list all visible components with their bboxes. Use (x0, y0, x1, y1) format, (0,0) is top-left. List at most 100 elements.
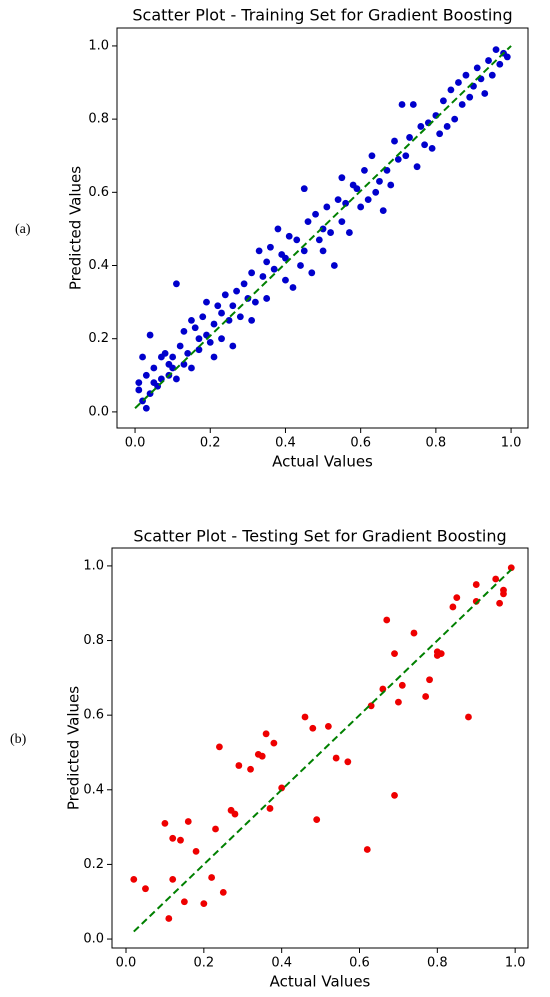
point (344, 758, 352, 766)
x-tick-label: 0.0 (125, 436, 146, 451)
point (449, 603, 457, 611)
y-axis-label: Predicted Values (65, 686, 83, 810)
point (338, 218, 346, 225)
y-tick-label: 0.6 (88, 185, 109, 200)
point (309, 724, 317, 732)
point (410, 629, 418, 637)
point (208, 874, 216, 881)
point (282, 276, 289, 284)
x-tick-label: 0.2 (193, 956, 214, 971)
point (492, 46, 500, 53)
point (327, 229, 334, 236)
point (192, 847, 200, 855)
point (267, 243, 274, 251)
point (135, 386, 143, 394)
x-tick-label: 0.4 (271, 956, 292, 971)
panel-label: (a) (15, 222, 31, 237)
y-tick-label: 0.8 (88, 112, 109, 127)
point (274, 225, 282, 233)
point (379, 207, 387, 215)
point (422, 693, 430, 700)
y-axis-label: Predicted Values (67, 166, 85, 290)
point (372, 188, 380, 196)
point (195, 346, 203, 354)
point (426, 676, 433, 684)
point (361, 166, 368, 174)
point (188, 364, 195, 372)
x-axis-label: Actual Values (272, 453, 373, 471)
point (496, 599, 503, 607)
y-tick-label: 0.8 (83, 633, 104, 648)
point (176, 342, 184, 350)
x-tick-label: 0.4 (275, 436, 296, 451)
plot: (a) Scatter Plot - Training Set for Gradi… (15, 6, 529, 471)
point (270, 265, 278, 273)
point (203, 298, 210, 306)
point (216, 743, 223, 751)
x-axis-label: Actual Values (270, 973, 371, 991)
point (324, 722, 332, 730)
point (248, 317, 256, 324)
point (247, 765, 254, 773)
point (184, 818, 192, 825)
point (439, 97, 447, 105)
y-tick-label: 1.0 (83, 558, 104, 573)
point (231, 810, 239, 818)
point (282, 254, 289, 262)
point (368, 152, 376, 160)
point (146, 331, 154, 339)
chart-title: Scatter Plot - Training Set for Gradient… (132, 6, 512, 25)
point (219, 889, 227, 896)
x-tick-label: 0.2 (200, 436, 221, 451)
x-tick-label: 0.6 (350, 436, 371, 451)
point (363, 846, 371, 853)
point (161, 819, 169, 827)
point (225, 317, 233, 324)
point (218, 309, 225, 317)
point (135, 379, 143, 387)
panel-label: (b) (10, 732, 27, 747)
point (188, 317, 195, 324)
point (391, 791, 398, 799)
point (398, 681, 406, 689)
point (383, 166, 391, 174)
point (169, 875, 177, 883)
x-tick-label: 0.6 (349, 956, 370, 971)
point (417, 123, 425, 130)
point (395, 698, 402, 706)
x-tick-label: 0.8 (427, 956, 448, 971)
point (184, 349, 192, 357)
point (319, 247, 327, 255)
point (262, 730, 270, 738)
point (447, 86, 455, 94)
point (206, 338, 214, 346)
y-tick-label: 0.4 (83, 782, 104, 797)
point (492, 575, 500, 583)
point (323, 203, 331, 211)
point (304, 218, 312, 225)
point (413, 163, 421, 171)
point (473, 64, 481, 72)
point (453, 594, 461, 602)
point (142, 371, 150, 379)
point (436, 130, 444, 138)
point (165, 915, 173, 922)
point (180, 360, 188, 368)
point (210, 353, 218, 361)
y-tick-label: 0.2 (88, 331, 109, 346)
y-tick-label: 1.0 (88, 38, 109, 53)
point (300, 247, 308, 255)
point (173, 280, 180, 288)
y-tick-label: 0.2 (83, 857, 104, 872)
point (443, 123, 451, 130)
point (481, 90, 489, 97)
point (289, 284, 297, 291)
chart-title: Scatter Plot - Testing Set for Gradient … (133, 527, 506, 546)
point (312, 210, 319, 218)
point (214, 302, 222, 310)
point (364, 196, 372, 204)
point (218, 335, 225, 343)
point (488, 71, 496, 79)
point (319, 225, 327, 233)
point (455, 79, 462, 86)
